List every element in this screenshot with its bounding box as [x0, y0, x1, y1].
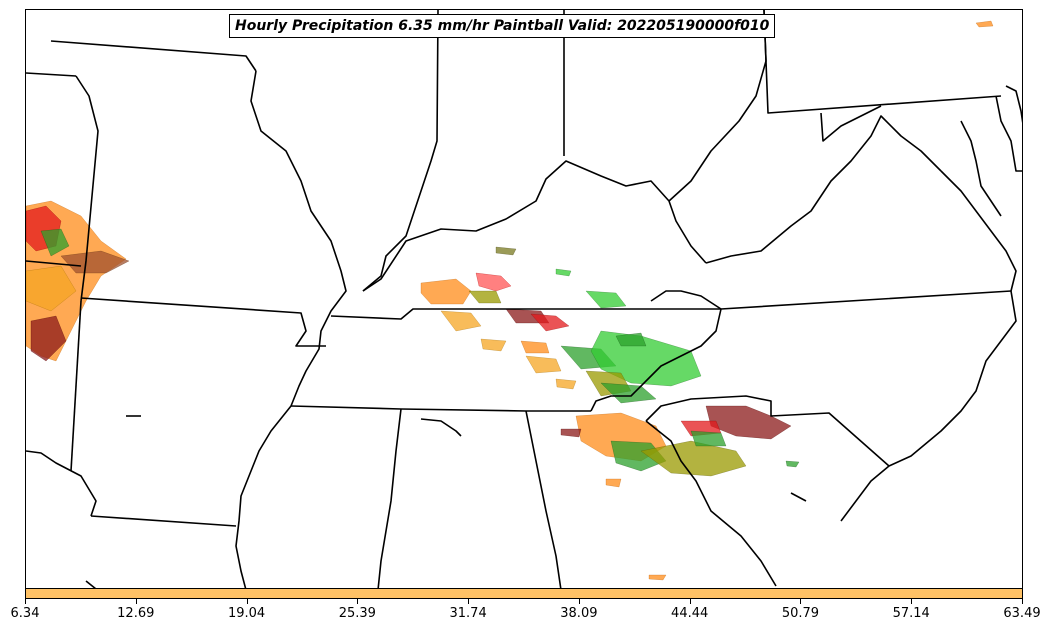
- colorbar-tick: [357, 599, 359, 604]
- tennessee-south-border: [290, 405, 591, 412]
- precip-blob-west-gold: [26, 265, 77, 312]
- precip-blob-tn-gold2: [480, 338, 507, 352]
- nj-shore: [1005, 85, 1022, 124]
- oklahoma-border: [26, 260, 82, 267]
- precip-blob-tn-gold3: [525, 355, 562, 374]
- kentucky-virginia-border: [650, 290, 722, 310]
- colorbar-tick: [25, 599, 26, 604]
- nc-sc-border: [645, 395, 890, 467]
- colorbar-tick: [246, 599, 248, 604]
- colorbar-tick-label: 50.79: [781, 606, 820, 621]
- precip-blob-west-maroon: [30, 315, 67, 362]
- arkansas-louisiana-border: [70, 300, 82, 472]
- west-virginia-border: [705, 115, 942, 264]
- iowa-missouri-border: [50, 40, 257, 72]
- nc-coast: [840, 290, 1017, 522]
- colorbar-tick-label: 6.34: [10, 606, 40, 621]
- precip-blob-ga-orange2: [605, 478, 622, 488]
- colorbar-tick: [468, 599, 470, 604]
- precip-blob-ga-orange3: [648, 574, 667, 581]
- maryland-border: [820, 105, 882, 142]
- precip-blob-ky-olive2: [495, 246, 517, 256]
- colorbar-tick-label: 38.09: [560, 606, 598, 621]
- virginia-coast: [940, 170, 1017, 292]
- missouri-arkansas-border: [80, 297, 326, 347]
- lake-marker-3: [790, 492, 807, 502]
- colorbar-tick-label: 63.49: [1003, 606, 1041, 621]
- precip-blob-sc-green2: [785, 460, 800, 468]
- colorbar-tick: [689, 599, 691, 604]
- colorbar-tick: [911, 599, 913, 604]
- oklahoma-texas-border: [26, 450, 97, 517]
- colorbar-tick: [1022, 599, 1023, 604]
- precip-blob-ga-olive: [640, 440, 747, 477]
- colorbar-tick-label: 31.74: [449, 606, 487, 621]
- precip-blob-ky-red2: [530, 313, 570, 332]
- precip-blob-ky-green1: [585, 290, 627, 309]
- precip-blob-ne-orange: [975, 20, 994, 28]
- precipitation-blobs: [26, 20, 994, 581]
- ohio-river: [362, 160, 707, 292]
- colorbar-tick-label: 57.14: [892, 606, 930, 621]
- louisiana-coast: [85, 580, 97, 588]
- colorbar-tick: [800, 599, 802, 604]
- colorbar-tick-label: 25.39: [338, 606, 376, 621]
- precip-blob-tn-gold4: [555, 378, 577, 390]
- state-boundaries: [26, 10, 1022, 588]
- chesapeake-shore: [960, 120, 1002, 217]
- precip-blob-ky-orange1: [420, 278, 472, 305]
- precip-blob-tn-orange2: [520, 340, 550, 354]
- nebraska-border: [26, 72, 77, 77]
- map-title: Hourly Precipitation 6.35 mm/hr Paintbal…: [229, 14, 776, 38]
- map-panel: [25, 9, 1023, 589]
- precip-blob-ky-olive1: [468, 290, 502, 304]
- precip-blob-ky-gold1: [440, 310, 482, 332]
- precip-blob-sc-green: [690, 430, 727, 447]
- delaware-bay: [995, 95, 1022, 172]
- ohio-wv-border: [668, 10, 767, 202]
- precip-blob-tn-green4: [590, 330, 702, 387]
- illinois-indiana-border: [362, 10, 439, 292]
- kentucky-tennessee-border: [330, 290, 1012, 320]
- paintball-map: [26, 10, 1022, 588]
- precip-blob-ga-maroon: [560, 428, 582, 438]
- kansas-missouri-border: [75, 75, 99, 302]
- colorbar-tick-label: 19.04: [227, 606, 266, 621]
- texas-arkansas-border: [90, 515, 237, 527]
- colorbar: [25, 588, 1023, 599]
- colorbar-tick-label: 12.69: [117, 606, 155, 621]
- precip-blob-tn-green5: [615, 332, 647, 347]
- precip-blob-ky-green2: [555, 268, 572, 277]
- tennessee-nc-border: [590, 308, 722, 412]
- lake-marker-1: [420, 418, 462, 437]
- colorbar-tick: [578, 599, 580, 604]
- precip-blob-west-olive: [60, 250, 130, 274]
- alabama-mississippi-border: [377, 408, 402, 588]
- precip-blob-west-green: [40, 228, 70, 257]
- ohio-pennsylvania-border: [763, 10, 1002, 114]
- colorbar-tick-label: 44.44: [671, 606, 709, 621]
- georgia-sc-border: [645, 420, 777, 587]
- colorbar-tick: [135, 599, 137, 604]
- alabama-georgia-border: [525, 410, 562, 588]
- precip-blob-ky-red1: [475, 272, 512, 292]
- mississippi-river: [235, 70, 347, 588]
